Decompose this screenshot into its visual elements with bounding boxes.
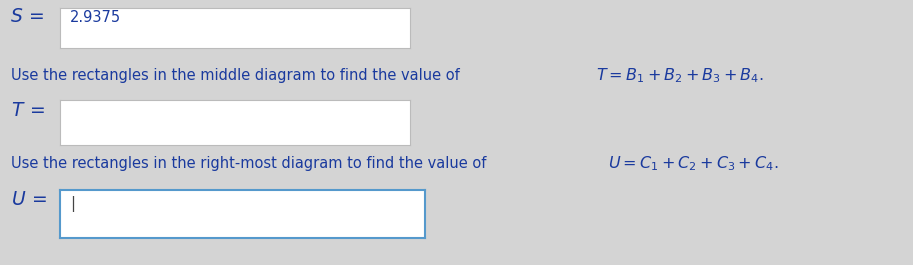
Text: $U\,=$: $U\,=$: [11, 191, 47, 209]
Text: 2.9375: 2.9375: [70, 10, 121, 25]
Text: |: |: [70, 196, 75, 212]
Text: Use the rectangles in the right-most diagram to find the value of: Use the rectangles in the right-most dia…: [11, 156, 491, 171]
Text: $S\,=$: $S\,=$: [10, 8, 45, 26]
Text: Use the rectangles in the middle diagram to find the value of: Use the rectangles in the middle diagram…: [11, 68, 465, 83]
Text: $T\,=$: $T\,=$: [11, 102, 45, 120]
Text: $U = C_1 + C_2 + C_3 + C_4.$: $U = C_1 + C_2 + C_3 + C_4.$: [608, 154, 779, 173]
Text: $T = B_1 + B_2 + B_3 + B_4.$: $T = B_1 + B_2 + B_3 + B_4.$: [596, 66, 764, 85]
